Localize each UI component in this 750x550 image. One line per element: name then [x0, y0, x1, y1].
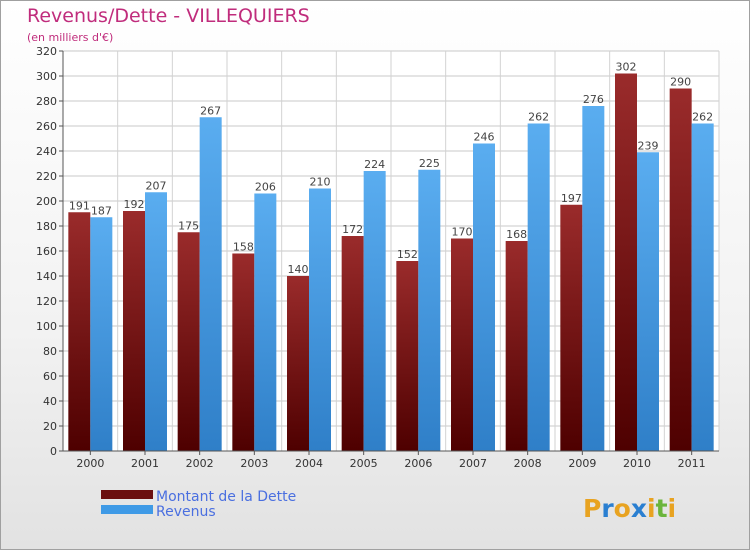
bar-revenus: [637, 152, 659, 451]
legend-label: Montant de la Dette: [156, 489, 296, 505]
x-tick-label: 2001: [131, 457, 159, 470]
chart-subtitle: (en milliers d'€): [27, 31, 113, 44]
data-label: 175: [178, 219, 199, 232]
data-label: 210: [310, 176, 331, 189]
chart-title: Revenus/Dette - VILLEQUIERS: [27, 5, 310, 27]
y-tick-label: 320: [36, 45, 57, 58]
data-label: 267: [200, 104, 221, 117]
x-tick-label: 2003: [240, 457, 268, 470]
y-tick-label: 280: [36, 95, 57, 108]
x-tick-label: 2011: [678, 457, 706, 470]
data-label: 246: [474, 131, 495, 144]
y-tick-label: 300: [36, 70, 57, 83]
bar-revenus: [582, 106, 605, 451]
data-label: 158: [233, 241, 254, 254]
logo-letter: t: [656, 494, 668, 523]
bar-revenus: [473, 143, 495, 451]
logo-letter: i: [647, 494, 656, 523]
data-label: 170: [452, 226, 473, 239]
x-tick-label: 2008: [514, 457, 542, 470]
bar-revenus: [691, 123, 714, 451]
data-label: 207: [146, 179, 167, 192]
data-label: 168: [506, 228, 527, 241]
data-label: 197: [561, 192, 582, 205]
axes: 0 20 40 60 80 100 120 140 160 180 200 220 240 260 280 3…: [36, 45, 719, 470]
logo-letter: r: [601, 494, 614, 523]
data-label: 140: [288, 263, 309, 276]
bar-revenus: [363, 171, 386, 451]
bar-revenus: [199, 117, 222, 451]
legend-label: Revenus: [156, 504, 216, 520]
data-label: 172: [342, 223, 363, 236]
y-tick-label: 200: [36, 195, 57, 208]
bar-revenus: [145, 192, 167, 451]
bar-dette: [396, 261, 419, 451]
bar-dette: [505, 241, 528, 451]
x-tick-label: 2005: [350, 457, 378, 470]
bar-revenus: [418, 169, 441, 451]
bar-dette: [232, 253, 255, 451]
bar-dette: [560, 204, 583, 451]
data-label: 152: [397, 248, 418, 261]
x-tick-label: 2009: [568, 457, 596, 470]
y-tick-label: 180: [36, 220, 57, 233]
y-tick-label: 0: [50, 445, 57, 458]
bar-dette: [615, 73, 637, 451]
bar-dette: [68, 212, 91, 451]
y-tick-label: 80: [43, 345, 57, 358]
bar-dette: [341, 236, 364, 451]
bar-revenus: [90, 217, 113, 451]
y-tick-label: 220: [36, 170, 57, 183]
data-label: 187: [91, 204, 112, 217]
logo-letter: x: [631, 494, 647, 523]
bar-dette: [177, 232, 200, 451]
legend-swatch: [101, 490, 153, 499]
y-tick-label: 60: [43, 370, 57, 383]
data-label: 262: [528, 111, 549, 124]
data-label: 302: [616, 61, 637, 74]
y-tick-label: 120: [36, 295, 57, 308]
legend-swatch: [101, 505, 153, 514]
logo-text: Proxiti: [583, 494, 676, 523]
bar-dette: [287, 276, 309, 451]
bar-dette: [123, 211, 145, 451]
data-label: 191: [69, 199, 90, 212]
logo-letter: i: [668, 494, 677, 523]
proxiti-logo: Proxiti: [583, 494, 676, 523]
data-label: 239: [638, 139, 659, 152]
grid: [62, 50, 720, 452]
logo-letter: P: [583, 494, 601, 523]
y-tick-label: 20: [43, 420, 57, 433]
data-label: 192: [124, 198, 145, 211]
x-tick-label: 2000: [76, 457, 104, 470]
data-label: 206: [255, 181, 276, 194]
y-tick-label: 100: [36, 320, 57, 333]
y-tick-label: 140: [36, 270, 57, 283]
x-tick-label: 2004: [295, 457, 323, 470]
data-label: 276: [583, 93, 604, 106]
bar-revenus: [254, 193, 277, 451]
data-label: 290: [670, 76, 691, 89]
x-tick-label: 2010: [623, 457, 651, 470]
y-tick-label: 160: [36, 245, 57, 258]
y-tick-label: 240: [36, 145, 57, 158]
logo-letter: o: [614, 494, 631, 523]
data-label: 262: [692, 111, 713, 124]
bar-revenus: [527, 123, 550, 451]
x-tick-label: 2002: [186, 457, 214, 470]
y-tick-label: 260: [36, 120, 57, 133]
data-label: 225: [419, 157, 440, 170]
data-label: 224: [364, 158, 385, 171]
bar-dette: [669, 88, 692, 451]
bar-dette: [451, 238, 473, 451]
x-tick-label: 2006: [404, 457, 432, 470]
x-tick-label: 2007: [459, 457, 487, 470]
bar-revenus: [309, 188, 331, 451]
y-tick-label: 40: [43, 395, 57, 408]
